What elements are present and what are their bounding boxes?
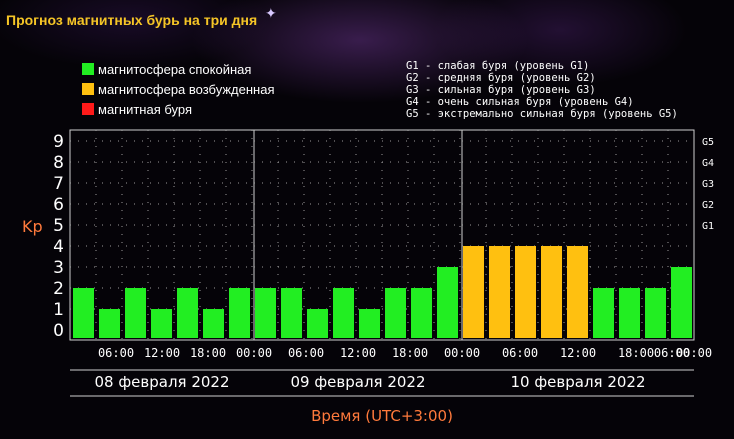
kp-bar: [619, 288, 640, 338]
y-tick-label: 1: [53, 300, 64, 320]
g-level-tick-label: G3: [702, 179, 714, 190]
kp-bar: [281, 288, 302, 338]
x-axis-label: Время (UTC+3:00): [311, 407, 453, 425]
y-tick-label: 2: [53, 279, 64, 299]
kp-bar: [307, 309, 328, 338]
storm-level-g3: G3 - сильная буря (уровень G3): [406, 84, 596, 96]
y-tick-label: 3: [53, 258, 64, 278]
kp-bar: [229, 288, 250, 338]
x-tick-label: 06:00: [654, 346, 690, 360]
x-tick-label: 00:00: [236, 346, 272, 360]
legend-label-excited: магнитосфера возбужденная: [98, 81, 275, 97]
kp-bar: [385, 288, 406, 338]
y-tick-label: 4: [53, 237, 64, 257]
storm-level-legend: G1 - слабая буря (уровень G1) G2 - средн…: [406, 60, 678, 120]
kp-bar: [255, 288, 276, 338]
kp-bar: [541, 246, 562, 338]
kp-bar: [437, 267, 458, 338]
kp-bar: [99, 309, 120, 338]
kp-bar: [593, 288, 614, 338]
x-tick-label: 18:00: [190, 346, 226, 360]
kp-bar: [411, 288, 432, 338]
kp-bar: [515, 246, 536, 338]
storm-level-g5: G5 - экстремально сильная буря (уровень …: [406, 108, 678, 120]
x-tick-label: 18:00: [392, 346, 428, 360]
g-level-tick-label: G4: [702, 158, 714, 169]
x-tick-label: 12:00: [560, 346, 596, 360]
kp-bar: [333, 288, 354, 338]
page-title: Прогноз магнитных бурь на три дня: [6, 12, 258, 28]
x-tick-label: 00:00: [444, 346, 480, 360]
storm-level-g2: G2 - средняя буря (уровень G2): [406, 72, 596, 84]
x-tick-label: 06:00: [502, 346, 538, 360]
legend-label-storm: магнитная буря: [98, 101, 193, 117]
legend-item-storm: магнитная буря: [82, 99, 275, 119]
day-label: 08 февраля 2022: [94, 373, 229, 391]
y-tick-label: 5: [53, 216, 64, 236]
legend-item-calm: магнитосфера спокойная: [82, 59, 275, 79]
x-tick-label: 00:00: [676, 346, 712, 360]
kp-bar: [203, 309, 224, 338]
g-level-tick-label: G2: [702, 200, 714, 211]
x-tick-label: 06:00: [98, 346, 134, 360]
legend-swatch-excited: [82, 83, 94, 95]
kp-bar: [151, 309, 172, 338]
y-tick-label: 0: [53, 321, 64, 341]
y-tick-label: 8: [53, 153, 64, 173]
kp-bar: [177, 288, 198, 338]
sparkle-star-icon: ✦: [265, 6, 277, 22]
kp-bar: [125, 288, 146, 338]
kp-bar: [73, 288, 94, 338]
legend-item-excited: магнитосфера возбужденная: [82, 79, 275, 99]
kp-bar: [671, 267, 692, 338]
kp-bar: [645, 288, 666, 338]
storm-level-g1: G1 - слабая буря (уровень G1): [406, 60, 590, 72]
y-tick-label: 6: [53, 195, 64, 215]
storm-level-g4: G4 - очень сильная буря (уровень G4): [406, 96, 634, 108]
g-level-tick-label: G1: [702, 221, 714, 232]
kp-bar: [463, 246, 484, 338]
x-tick-label: 18:00: [618, 346, 654, 360]
x-tick-label: 06:00: [288, 346, 324, 360]
legend-swatch-storm: [82, 103, 94, 115]
day-label: 09 февраля 2022: [290, 373, 425, 391]
y-tick-label: 7: [53, 174, 64, 194]
kp-bar: [359, 309, 380, 338]
kp-bar: [567, 246, 588, 338]
x-tick-label: 12:00: [340, 346, 376, 360]
x-tick-label: 12:00: [144, 346, 180, 360]
y-axis-label: Kp: [22, 217, 43, 236]
y-tick-label: 9: [53, 132, 64, 152]
legend-swatch-calm: [82, 63, 94, 75]
legend-label-calm: магнитосфера спокойная: [98, 61, 252, 77]
g-level-tick-label: G5: [702, 137, 714, 148]
day-label: 10 февраля 2022: [510, 373, 645, 391]
status-legend: магнитосфера спокойная магнитосфера возб…: [82, 59, 275, 119]
kp-bar: [489, 246, 510, 338]
